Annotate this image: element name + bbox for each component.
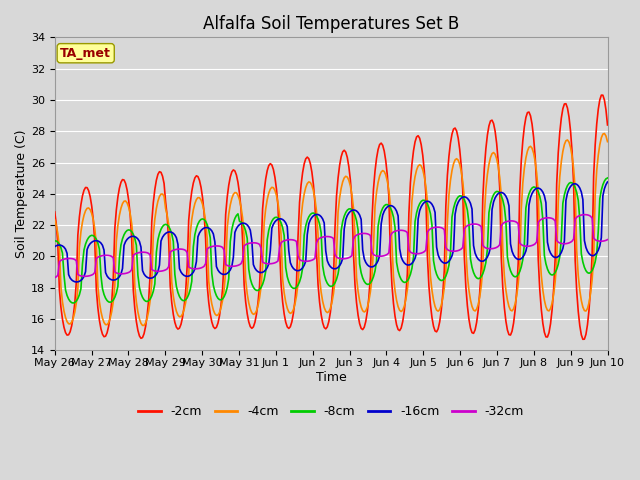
-8cm bbox=[245, 266, 253, 272]
-2cm bbox=[598, 92, 605, 98]
-16cm bbox=[294, 268, 302, 274]
-16cm bbox=[51, 244, 59, 250]
-32cm bbox=[51, 275, 59, 280]
-2cm bbox=[604, 122, 611, 128]
X-axis label: Time: Time bbox=[316, 371, 346, 384]
-4cm bbox=[139, 323, 147, 328]
-8cm bbox=[51, 238, 59, 244]
-8cm bbox=[604, 175, 611, 181]
Line: -4cm: -4cm bbox=[55, 133, 607, 325]
-8cm bbox=[217, 297, 225, 303]
Line: -2cm: -2cm bbox=[55, 95, 607, 339]
-2cm bbox=[234, 180, 242, 185]
Line: -32cm: -32cm bbox=[55, 215, 607, 277]
-4cm bbox=[217, 305, 225, 311]
-16cm bbox=[575, 183, 582, 189]
-2cm bbox=[51, 209, 59, 215]
-4cm bbox=[118, 201, 126, 206]
-4cm bbox=[600, 131, 608, 136]
-32cm bbox=[234, 263, 242, 268]
Text: TA_met: TA_met bbox=[60, 47, 111, 60]
Title: Alfalfa Soil Temperatures Set B: Alfalfa Soil Temperatures Set B bbox=[203, 15, 460, 33]
-32cm bbox=[216, 243, 223, 249]
-16cm bbox=[72, 279, 80, 285]
-4cm bbox=[294, 281, 302, 287]
Legend: -2cm, -4cm, -8cm, -16cm, -32cm: -2cm, -4cm, -8cm, -16cm, -32cm bbox=[133, 400, 529, 423]
-32cm bbox=[604, 237, 611, 242]
-2cm bbox=[243, 311, 251, 317]
-8cm bbox=[236, 218, 243, 224]
-8cm bbox=[575, 197, 582, 203]
-16cm bbox=[245, 224, 253, 230]
-32cm bbox=[573, 215, 580, 220]
Line: -8cm: -8cm bbox=[55, 178, 607, 303]
-2cm bbox=[573, 288, 580, 294]
-32cm bbox=[292, 239, 300, 244]
-8cm bbox=[120, 232, 128, 238]
Y-axis label: Soil Temperature (C): Soil Temperature (C) bbox=[15, 130, 28, 258]
-2cm bbox=[292, 280, 300, 286]
-4cm bbox=[575, 273, 582, 278]
-4cm bbox=[604, 139, 611, 144]
-32cm bbox=[118, 271, 126, 276]
-16cm bbox=[604, 179, 611, 185]
-32cm bbox=[580, 212, 588, 217]
-4cm bbox=[245, 300, 253, 306]
-4cm bbox=[51, 217, 59, 223]
-8cm bbox=[294, 282, 302, 288]
-32cm bbox=[243, 241, 251, 247]
-4cm bbox=[236, 197, 243, 203]
-2cm bbox=[216, 313, 223, 319]
-2cm bbox=[118, 177, 126, 182]
-16cm bbox=[217, 271, 225, 276]
-16cm bbox=[120, 242, 128, 248]
-8cm bbox=[69, 300, 77, 306]
-16cm bbox=[236, 222, 243, 228]
Line: -16cm: -16cm bbox=[55, 182, 607, 282]
-2cm bbox=[579, 336, 587, 342]
